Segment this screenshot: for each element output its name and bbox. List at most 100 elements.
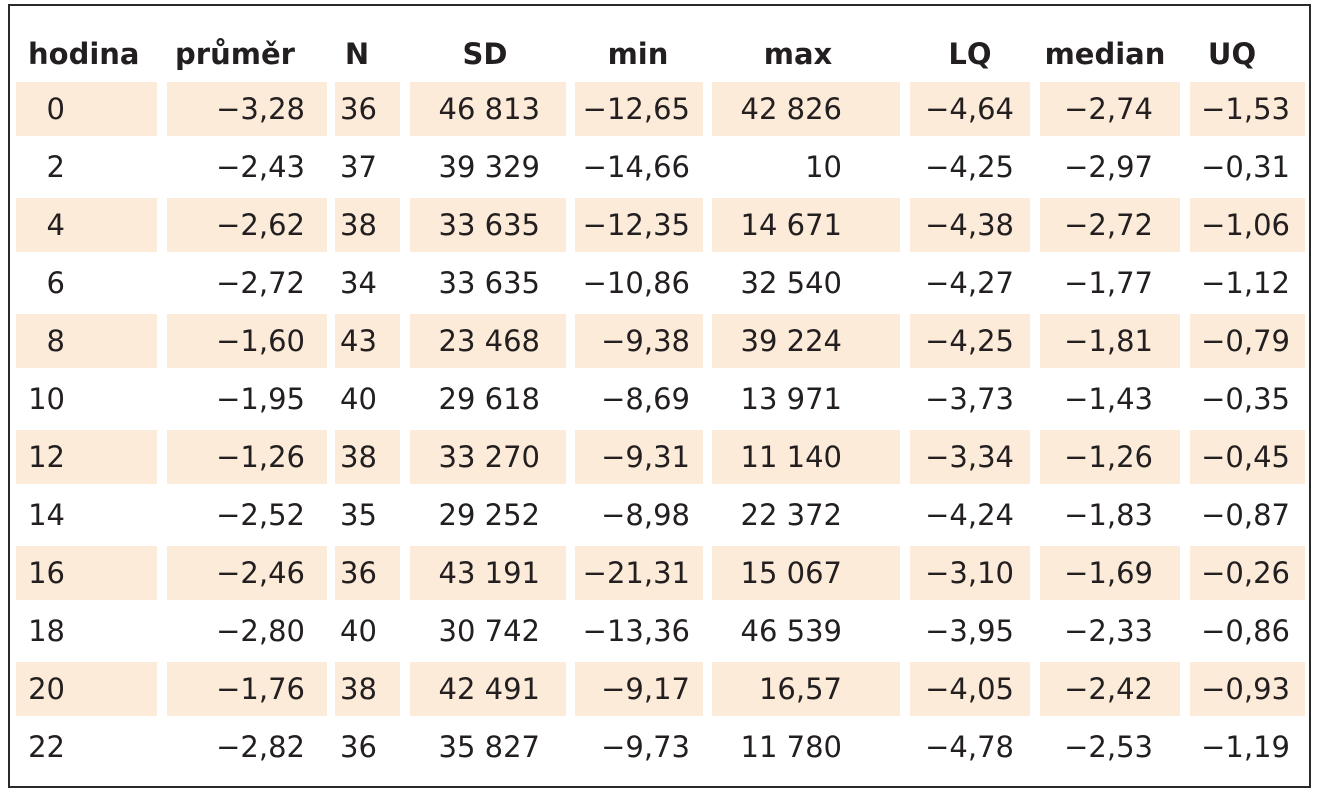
row-shading bbox=[167, 82, 327, 136]
row-shading bbox=[16, 82, 157, 136]
table-cell: 16,57 bbox=[758, 672, 842, 706]
table-cell: −1,53 bbox=[1201, 92, 1290, 126]
row-shading bbox=[910, 546, 1030, 600]
header-cell: SD bbox=[462, 37, 508, 71]
row-shading bbox=[1190, 662, 1305, 716]
row-shading bbox=[167, 430, 327, 484]
table-cell: 42 491 bbox=[438, 672, 540, 706]
row-shading bbox=[335, 546, 400, 600]
table-cell: −2,72 bbox=[216, 266, 305, 300]
row-shading bbox=[1190, 430, 1305, 484]
table-cell: 38 bbox=[340, 208, 377, 242]
table-cell: 40 bbox=[340, 614, 377, 648]
row-shading bbox=[1190, 546, 1305, 600]
table-frame bbox=[8, 4, 1311, 788]
table-cell: −9,38 bbox=[601, 324, 690, 358]
table-cell: −2,74 bbox=[1064, 92, 1153, 126]
table-cell: −14,66 bbox=[582, 150, 690, 184]
table-cell: 36 bbox=[340, 92, 377, 126]
table-cell: −4,25 bbox=[925, 150, 1014, 184]
row-shading bbox=[910, 198, 1030, 252]
row-shading bbox=[1040, 662, 1180, 716]
table-cell: 38 bbox=[340, 672, 377, 706]
row-shading bbox=[335, 662, 400, 716]
row-shading bbox=[167, 546, 327, 600]
table-cell: 35 bbox=[340, 498, 377, 532]
header-cell: median bbox=[1044, 37, 1166, 71]
row-shading bbox=[1040, 198, 1180, 252]
table-cell: −4,24 bbox=[925, 498, 1014, 532]
row-shading bbox=[16, 430, 157, 484]
table-cell: 36 bbox=[340, 556, 377, 590]
table-cell: −2,42 bbox=[1064, 672, 1153, 706]
table-cell: −0,45 bbox=[1201, 440, 1290, 474]
header-cell: UQ bbox=[1207, 37, 1257, 71]
table-cell: 6 bbox=[46, 266, 65, 300]
row-shading bbox=[1040, 546, 1180, 600]
table-cell: −3,95 bbox=[925, 614, 1014, 648]
row-shading bbox=[410, 662, 566, 716]
table-cell: 15 067 bbox=[740, 556, 842, 590]
table-cell: 42 826 bbox=[740, 92, 842, 126]
table-cell: −3,28 bbox=[216, 92, 305, 126]
table-cell: 46 539 bbox=[740, 614, 842, 648]
header-cell: LQ bbox=[948, 37, 992, 71]
table-cell: 23 468 bbox=[438, 324, 540, 358]
table-cell: −0,31 bbox=[1201, 150, 1290, 184]
table-cell: 20 bbox=[28, 672, 65, 706]
table-cell: 37 bbox=[340, 150, 377, 184]
table-cell: −2,82 bbox=[216, 730, 305, 764]
table-cell: −1,26 bbox=[1064, 440, 1153, 474]
row-shading bbox=[335, 82, 400, 136]
table-cell: −9,73 bbox=[601, 730, 690, 764]
row-shading bbox=[16, 546, 157, 600]
table-cell: −8,69 bbox=[601, 382, 690, 416]
table-cell: 33 635 bbox=[438, 208, 540, 242]
row-shading bbox=[1190, 314, 1305, 368]
table-cell: −13,36 bbox=[582, 614, 690, 648]
row-shading bbox=[410, 314, 566, 368]
table-cell: −1,83 bbox=[1064, 498, 1153, 532]
table-cell: −1,77 bbox=[1064, 266, 1153, 300]
table-cell: −2,62 bbox=[216, 208, 305, 242]
table-cell: 30 742 bbox=[438, 614, 540, 648]
table-cell: −0,35 bbox=[1201, 382, 1290, 416]
table-cell: −4,78 bbox=[925, 730, 1014, 764]
row-shading bbox=[335, 198, 400, 252]
table-cell: 29 252 bbox=[438, 498, 540, 532]
table-cell: −0,87 bbox=[1201, 498, 1290, 532]
row-shading bbox=[712, 314, 900, 368]
table-cell: −1,81 bbox=[1064, 324, 1153, 358]
table-cell: 16 bbox=[28, 556, 65, 590]
table-cell: −2,53 bbox=[1064, 730, 1153, 764]
row-shading bbox=[910, 314, 1030, 368]
row-shading bbox=[410, 430, 566, 484]
row-shading bbox=[1040, 430, 1180, 484]
table-cell: −2,97 bbox=[1064, 150, 1153, 184]
table-cell: 40 bbox=[340, 382, 377, 416]
table-cell: 12 bbox=[28, 440, 65, 474]
row-shading bbox=[167, 314, 327, 368]
row-shading bbox=[410, 82, 566, 136]
table-cell: −1,43 bbox=[1064, 382, 1153, 416]
row-shading bbox=[16, 662, 157, 716]
table-cell: 14 bbox=[28, 498, 65, 532]
table-cell: −8,98 bbox=[601, 498, 690, 532]
row-shading bbox=[16, 314, 157, 368]
table-cell: −4,38 bbox=[925, 208, 1014, 242]
row-shading bbox=[712, 82, 900, 136]
row-shading bbox=[712, 546, 900, 600]
table-cell: 14 671 bbox=[740, 208, 842, 242]
table-cell: −10,86 bbox=[582, 266, 690, 300]
table-cell: −4,64 bbox=[925, 92, 1014, 126]
table-cell: 32 540 bbox=[740, 266, 842, 300]
table-cell: −2,80 bbox=[216, 614, 305, 648]
row-shading bbox=[712, 430, 900, 484]
table-cell: −1,60 bbox=[216, 324, 305, 358]
row-shading bbox=[1040, 314, 1180, 368]
header-cell: průměr bbox=[175, 37, 295, 71]
table-cell: −4,05 bbox=[925, 672, 1014, 706]
table-cell: −0,86 bbox=[1201, 614, 1290, 648]
table-cell: −4,25 bbox=[925, 324, 1014, 358]
row-shading bbox=[575, 662, 703, 716]
